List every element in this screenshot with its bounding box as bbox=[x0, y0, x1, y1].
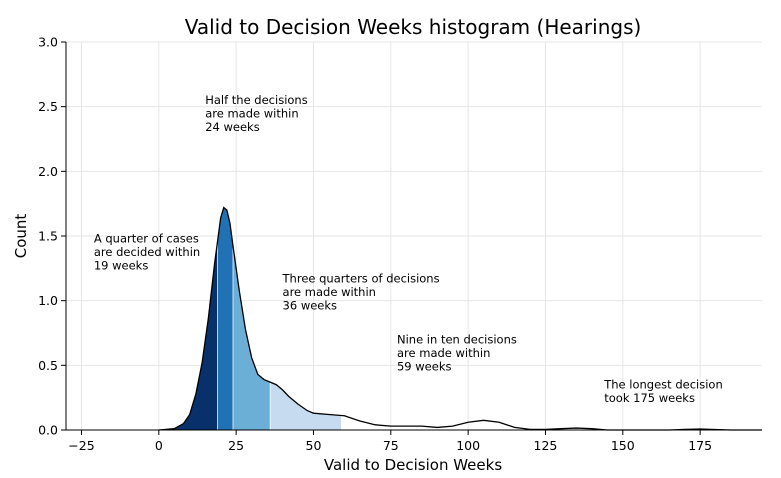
annotation-1: A quarter of cases are decided within 19 w… bbox=[94, 231, 200, 272]
annotation-line: are made within bbox=[205, 107, 298, 121]
x-tick-label: 25 bbox=[228, 438, 244, 453]
x-tick-label: 100 bbox=[456, 438, 480, 453]
y-tick-label: 2.5 bbox=[38, 99, 58, 114]
x-tick-label: 150 bbox=[611, 438, 635, 453]
x-tick-label: 0 bbox=[155, 438, 163, 453]
y-tick-label: 1.5 bbox=[38, 229, 58, 244]
annotation-line: A quarter of cases bbox=[94, 231, 199, 245]
quantile-band-2 bbox=[217, 207, 234, 431]
quantile-band-1 bbox=[158, 241, 218, 431]
y-ticks: 0.0 0.5 1.0 1.5 2.0 2.5 3.0 bbox=[38, 35, 66, 438]
y-tick-label: 3.0 bbox=[38, 35, 58, 50]
annotation-line: took 175 weeks bbox=[604, 391, 695, 405]
x-tick-label: 175 bbox=[688, 438, 712, 453]
quantile-band-3 bbox=[232, 246, 271, 431]
annotation-line: Nine in ten decisions bbox=[397, 332, 517, 346]
annotation-2: Half the decisions are made within 24 week… bbox=[205, 93, 308, 134]
y-tick-label: 0.5 bbox=[38, 358, 58, 373]
annotation-line: 24 weeks bbox=[205, 120, 260, 134]
x-tick-label: −25 bbox=[68, 438, 94, 453]
y-tick-label: 2.0 bbox=[38, 164, 58, 179]
annotation-line: The longest decision bbox=[603, 378, 723, 392]
annotation-line: 19 weeks bbox=[94, 258, 149, 272]
x-axis-label: Valid to Decision Weeks bbox=[324, 456, 502, 474]
y-tick-label: 1.0 bbox=[38, 293, 58, 308]
y-axis-label: Count bbox=[12, 214, 30, 259]
chart-title: Valid to Decision Weeks histogram (Heari… bbox=[185, 15, 642, 39]
annotation-line: are decided within bbox=[94, 245, 200, 259]
annotation-line: Half the decisions bbox=[205, 93, 308, 107]
annotation-line: 36 weeks bbox=[283, 299, 338, 313]
y-tick-label: 0.0 bbox=[38, 423, 58, 438]
annotation-line: 59 weeks bbox=[397, 359, 452, 373]
x-tick-label: 125 bbox=[534, 438, 558, 453]
annotation-line: are made within bbox=[283, 285, 376, 299]
annotations: A quarter of cases are decided within 19 w… bbox=[94, 93, 723, 405]
annotation-4: Nine in ten decisions are made within 59 w… bbox=[397, 332, 517, 373]
annotation-line: are made within bbox=[397, 346, 490, 360]
annotation-line: Three quarters of decisions bbox=[282, 272, 440, 286]
annotation-3: Three quarters of decisions are made with… bbox=[282, 272, 440, 313]
x-tick-label: 75 bbox=[383, 438, 399, 453]
x-ticks: −25 0 25 50 75 100 125 150 175 bbox=[68, 430, 712, 453]
x-tick-label: 50 bbox=[306, 438, 322, 453]
annotation-5: The longest decision took 175 weeks bbox=[603, 378, 723, 406]
